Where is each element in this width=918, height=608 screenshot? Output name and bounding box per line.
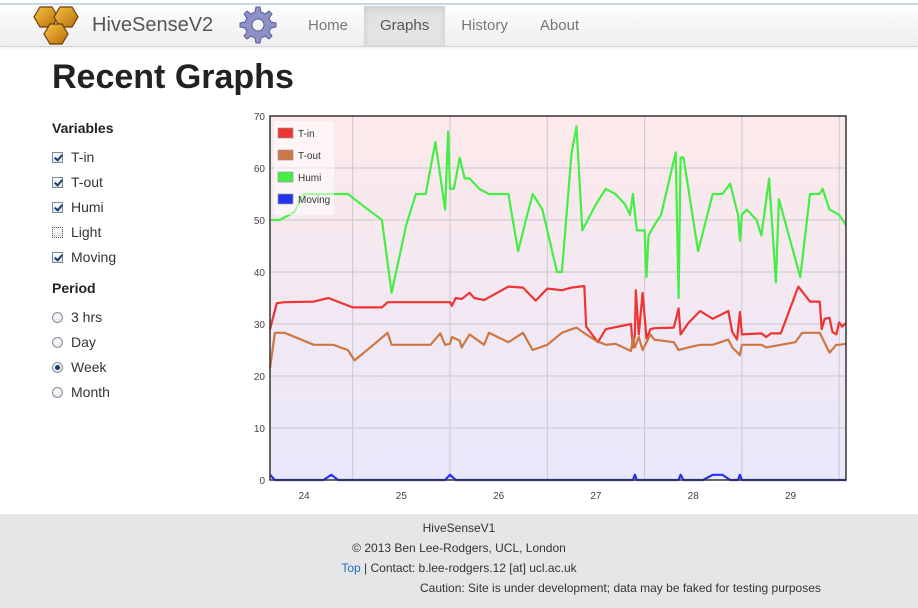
y-tick-label: 10 [254,424,266,435]
x-tick-label: 25 [396,491,408,502]
period-label-day: Day [71,334,96,350]
chart-legend: T-in T-out Humi Moving [274,121,334,215]
y-tick-label: 70 [254,112,266,123]
variable-option-t-in[interactable]: T-in [52,147,94,167]
legend-label: Moving [298,195,330,206]
footer-copyright: © 2013 Ben Lee-Rodgers, UCL, London [352,541,566,555]
variable-label-t-in: T-in [71,149,95,165]
nav-graphs[interactable]: Graphs [364,6,446,46]
nav-home[interactable]: Home [308,17,349,34]
checkbox-moving[interactable] [52,251,63,263]
nav-history[interactable]: History [461,17,508,34]
y-tick-label: 40 [254,268,266,279]
nav-about[interactable]: About [539,17,580,34]
legend-swatch [277,171,294,183]
x-tick-label: 29 [785,491,797,502]
period-label-week: Week [71,359,107,375]
radio-3hrs[interactable] [52,311,63,323]
footer-contact-line: Top | Contact: b.lee-rodgers.12 [at] ucl… [0,561,918,575]
brand-name[interactable]: HiveSenseV2 [92,14,214,36]
sensor-line-chart: 0 10 20 30 40 50 60 70 24 25 26 27 28 29 T-in T-out Humi… [254,112,847,502]
x-tick-label: 28 [688,491,700,502]
legend-swatch [277,127,294,139]
footer-caution: Caution: Site is under development; data… [420,581,821,595]
main-nav: Home Graphs History About [292,6,595,46]
checkbox-humi[interactable] [52,201,63,213]
top-link[interactable]: Top [341,561,361,575]
y-tick-label: 20 [254,372,266,383]
footer-contact: | Contact: b.lee-rodgers.12 [at] ucl.ac.… [360,561,577,575]
variable-option-t-out[interactable]: T-out [52,172,103,192]
plot-frame [269,115,847,481]
variable-label-humi: Humi [71,199,104,215]
period-label-3hrs: 3 hrs [71,309,103,325]
series-line-t-out [268,326,847,369]
legend-label: T-out [298,151,321,162]
legend-label: T-in [298,129,315,140]
x-tick-label: 26 [493,491,505,502]
x-tick-label: 24 [298,491,310,502]
plot-area [270,116,846,480]
y-tick-label: 60 [254,164,266,175]
footer: HiveSenseV1 © 2013 Ben Lee-Rodgers, UCL,… [0,514,918,608]
period-option-month[interactable]: Month [52,382,110,402]
period-option-week[interactable]: Week [52,357,107,377]
period-option-day[interactable]: Day [52,332,96,352]
gear-icon [239,6,277,44]
navbar: HiveSenseV2 Home Graphs History About [0,0,918,47]
period-label-month: Month [71,384,110,400]
checkbox-light[interactable] [52,226,63,238]
legend-label: Humi [298,173,321,184]
period-header: Period [52,280,96,296]
page-title: Recent Graphs [52,58,294,96]
y-tick-label: 30 [254,320,266,331]
checkbox-t-in[interactable] [52,151,63,163]
variable-option-light[interactable]: Light [52,222,101,242]
variable-option-humi[interactable]: Humi [52,197,104,217]
radio-week[interactable] [52,361,63,373]
variables-header: Variables [52,120,114,136]
navbar-top-line [0,3,918,5]
legend-swatch [277,193,294,205]
y-tick-label: 50 [254,216,266,227]
radio-month[interactable] [52,386,63,398]
x-tick-label: 27 [590,491,602,502]
radio-day[interactable] [52,336,63,348]
footer-site-name: HiveSenseV1 [422,521,496,535]
variable-label-moving: Moving [71,249,117,265]
series-line-humi [270,125,847,300]
legend-swatch [277,149,294,161]
y-tick-label: 0 [259,476,265,487]
checkbox-t-out[interactable] [52,176,63,188]
variable-label-t-out: T-out [71,174,103,190]
variable-label-light: Light [71,224,102,240]
honeycomb-logo-icon[interactable] [32,5,82,45]
series-line-t-in [268,284,847,349]
variable-option-moving[interactable]: Moving [52,247,116,267]
period-option-3hrs[interactable]: 3 hrs [52,307,102,327]
